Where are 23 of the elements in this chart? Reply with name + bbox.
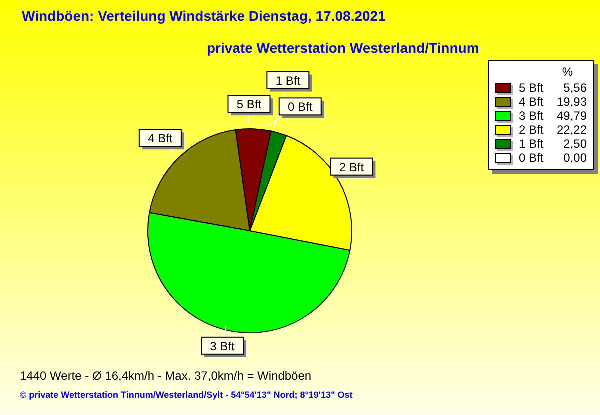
text: 1440 Werte - Ø 16,4km/h - Max. 37,0km/h = Windböen (20, 369, 312, 383)
chart-title: Windböen: Verteilung Windstärke Dienstag, 17.08.2021 (22, 8, 386, 24)
legend-label: 2 Bft (519, 123, 545, 137)
data-label: 19,93 (556, 95, 587, 109)
legend-label: 4 Bft (519, 95, 545, 109)
slice-label: 1 Bft (276, 74, 302, 88)
legend-label: 0 Bft (519, 151, 545, 165)
data-label: 5,56 (564, 81, 587, 95)
text: © private Wetterstation Tinnum/Westerland/Sylt - 54°54'13" Nord; 8°19'13" Ost (20, 390, 353, 400)
data-label: 22,22 (556, 123, 587, 137)
text: 0,00 (564, 151, 587, 165)
slice-label: 5 Bft (236, 98, 262, 112)
legend-label: 1 Bft (519, 137, 545, 151)
data-label: 49,79 (556, 109, 587, 123)
legend-label: 5 Bft (519, 81, 545, 95)
slice-label: 2 Bft (339, 160, 365, 174)
slice-label: 3 Bft (210, 339, 236, 354)
chart-subtitle: private Wetterstation Westerland/Tinnum (207, 40, 480, 56)
slice-label: 4 Bft (148, 132, 174, 146)
legend-label: 3 Bft (519, 109, 545, 123)
legend-title: % (561, 65, 574, 79)
category-label: 0 Bft (288, 100, 313, 114)
data-label: 2,50 (564, 137, 587, 151)
